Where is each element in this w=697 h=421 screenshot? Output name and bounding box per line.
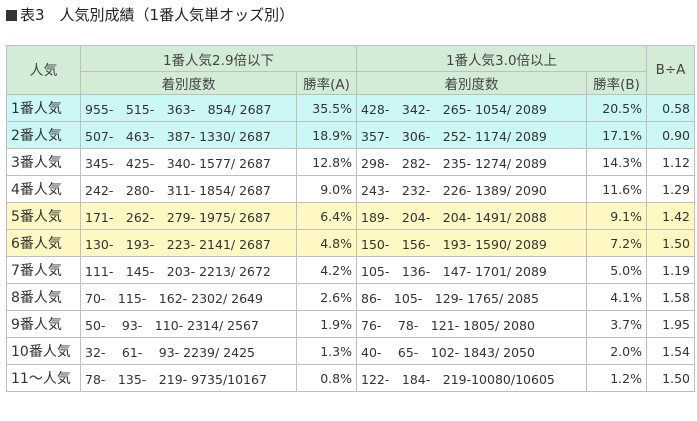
record-b-cell: 189- 204- 204- 1491/ 2088: [356, 202, 587, 230]
record-a-cell: 111- 145- 203- 2213/ 2672: [80, 256, 297, 284]
record-b-cell: 86- 105- 129- 1765/ 2085: [356, 283, 587, 311]
row-label: 5番人気: [6, 202, 81, 230]
record-b-cell: 122- 184- 219-10080/10605: [356, 364, 587, 392]
row-label: 4番人気: [6, 175, 81, 203]
rate-a-cell: 4.8%: [296, 229, 357, 257]
row-label: 10番人気: [6, 337, 81, 365]
rate-a-cell: 18.9%: [296, 121, 357, 149]
rate-a-cell: 9.0%: [296, 175, 357, 203]
row-label: 8番人気: [6, 283, 81, 311]
table-row: 1番人気 955- 515- 363- 854/ 2687 35.5% 428- 34…: [6, 94, 695, 122]
record-a-cell: 345- 425- 340- 1577/ 2687: [80, 148, 297, 176]
ratio-cell: 1.58: [646, 283, 695, 311]
row-label: 6番人気: [6, 229, 81, 257]
rate-a-cell: 1.9%: [296, 310, 357, 338]
rate-b-cell: 4.1%: [586, 283, 647, 311]
popularity-results-table: 人気 1番人気2.9倍以下 1番人気3.0倍以上 B÷A 着別度数 勝率(A) …: [6, 45, 695, 392]
rate-a-cell: 2.6%: [296, 283, 357, 311]
record-a-cell: 171- 262- 279- 1975/ 2687: [80, 202, 297, 230]
rate-b-cell: 2.0%: [586, 337, 647, 365]
row-label: 2番人気: [6, 121, 81, 149]
row-label: 3番人気: [6, 148, 81, 176]
table-row: 8番人気 70- 115- 162- 2302/ 2649 2.6% 86- 105-…: [6, 283, 695, 311]
header-ninki: 人気: [6, 45, 81, 95]
rate-a-cell: 6.4%: [296, 202, 357, 230]
rate-a-cell: 35.5%: [296, 94, 357, 122]
record-a-cell: 32- 61- 93- 2239/ 2425: [80, 337, 297, 365]
rate-b-cell: 17.1%: [586, 121, 647, 149]
header-ratio: B÷A: [646, 45, 695, 95]
ratio-cell: 1.29: [646, 175, 695, 203]
table-row: 4番人気 242- 280- 311- 1854/ 2687 9.0% 243- 23…: [6, 175, 695, 203]
ratio-cell: 1.95: [646, 310, 695, 338]
rate-b-cell: 5.0%: [586, 256, 647, 284]
rate-b-cell: 9.1%: [586, 202, 647, 230]
rate-b-cell: 1.2%: [586, 364, 647, 392]
header-rate-a: 勝率(A): [296, 71, 357, 95]
table-row: 2番人気 507- 463- 387- 1330/ 2687 18.9% 357- 3…: [6, 121, 695, 149]
table-row: 6番人気 130- 193- 223- 2141/ 2687 4.8% 150- 15…: [6, 229, 695, 257]
header-record-a: 着別度数: [80, 71, 297, 95]
record-b-cell: 428- 342- 265- 1054/ 2089: [356, 94, 587, 122]
record-a-cell: 242- 280- 311- 1854/ 2687: [80, 175, 297, 203]
table-row: 7番人気 111- 145- 203- 2213/ 2672 4.2% 105- 13…: [6, 256, 695, 284]
table-row: 10番人気 32- 61- 93- 2239/ 2425 1.3% 40- 65- 1…: [6, 337, 695, 365]
ratio-cell: 1.12: [646, 148, 695, 176]
ratio-cell: 0.58: [646, 94, 695, 122]
header-group-a: 1番人気2.9倍以下: [80, 45, 357, 72]
table-row: 9番人気 50- 93- 110- 2314/ 2567 1.9% 76- 78- 1…: [6, 310, 695, 338]
ratio-cell: 1.42: [646, 202, 695, 230]
record-a-cell: 50- 93- 110- 2314/ 2567: [80, 310, 297, 338]
record-b-cell: 105- 136- 147- 1701/ 2089: [356, 256, 587, 284]
row-label: 7番人気: [6, 256, 81, 284]
record-b-cell: 40- 65- 102- 1843/ 2050: [356, 337, 587, 365]
row-label: 1番人気: [6, 94, 81, 122]
table-row: 11～人気 78- 135- 219- 9735/10167 0.8% 122- 18…: [6, 364, 695, 392]
rate-b-cell: 7.2%: [586, 229, 647, 257]
header-rate-b: 勝率(B): [586, 71, 647, 95]
row-label: 9番人気: [6, 310, 81, 338]
record-b-cell: 357- 306- 252- 1174/ 2089: [356, 121, 587, 149]
record-a-cell: 507- 463- 387- 1330/ 2687: [80, 121, 297, 149]
record-b-cell: 298- 282- 235- 1274/ 2089: [356, 148, 587, 176]
rate-b-cell: 3.7%: [586, 310, 647, 338]
ratio-cell: 0.90: [646, 121, 695, 149]
table-row: 5番人気 171- 262- 279- 1975/ 2687 6.4% 189- 20…: [6, 202, 695, 230]
ratio-cell: 1.19: [646, 256, 695, 284]
rate-a-cell: 1.3%: [296, 337, 357, 365]
rate-a-cell: 0.8%: [296, 364, 357, 392]
table-row: 3番人気 345- 425- 340- 1577/ 2687 12.8% 298- 2…: [6, 148, 695, 176]
ratio-cell: 1.50: [646, 364, 695, 392]
square-bullet-icon: [6, 10, 17, 21]
ratio-cell: 1.54: [646, 337, 695, 365]
table-title: 表3 人気別成績（1番人気単オッズ別）: [6, 3, 294, 27]
rate-a-cell: 4.2%: [296, 256, 357, 284]
rate-b-cell: 11.6%: [586, 175, 647, 203]
rate-b-cell: 14.3%: [586, 148, 647, 176]
record-a-cell: 70- 115- 162- 2302/ 2649: [80, 283, 297, 311]
header-record-b: 着別度数: [356, 71, 587, 95]
record-b-cell: 76- 78- 121- 1805/ 2080: [356, 310, 587, 338]
header-group-b: 1番人気3.0倍以上: [356, 45, 647, 72]
record-a-cell: 78- 135- 219- 9735/10167: [80, 364, 297, 392]
record-b-cell: 150- 156- 193- 1590/ 2089: [356, 229, 587, 257]
record-a-cell: 955- 515- 363- 854/ 2687: [80, 94, 297, 122]
ratio-cell: 1.50: [646, 229, 695, 257]
record-a-cell: 130- 193- 223- 2141/ 2687: [80, 229, 297, 257]
rate-b-cell: 20.5%: [586, 94, 647, 122]
table-title-text: 表3 人気別成績（1番人気単オッズ別）: [20, 6, 295, 24]
rate-a-cell: 12.8%: [296, 148, 357, 176]
row-label: 11～人気: [6, 364, 81, 392]
record-b-cell: 243- 232- 226- 1389/ 2090: [356, 175, 587, 203]
